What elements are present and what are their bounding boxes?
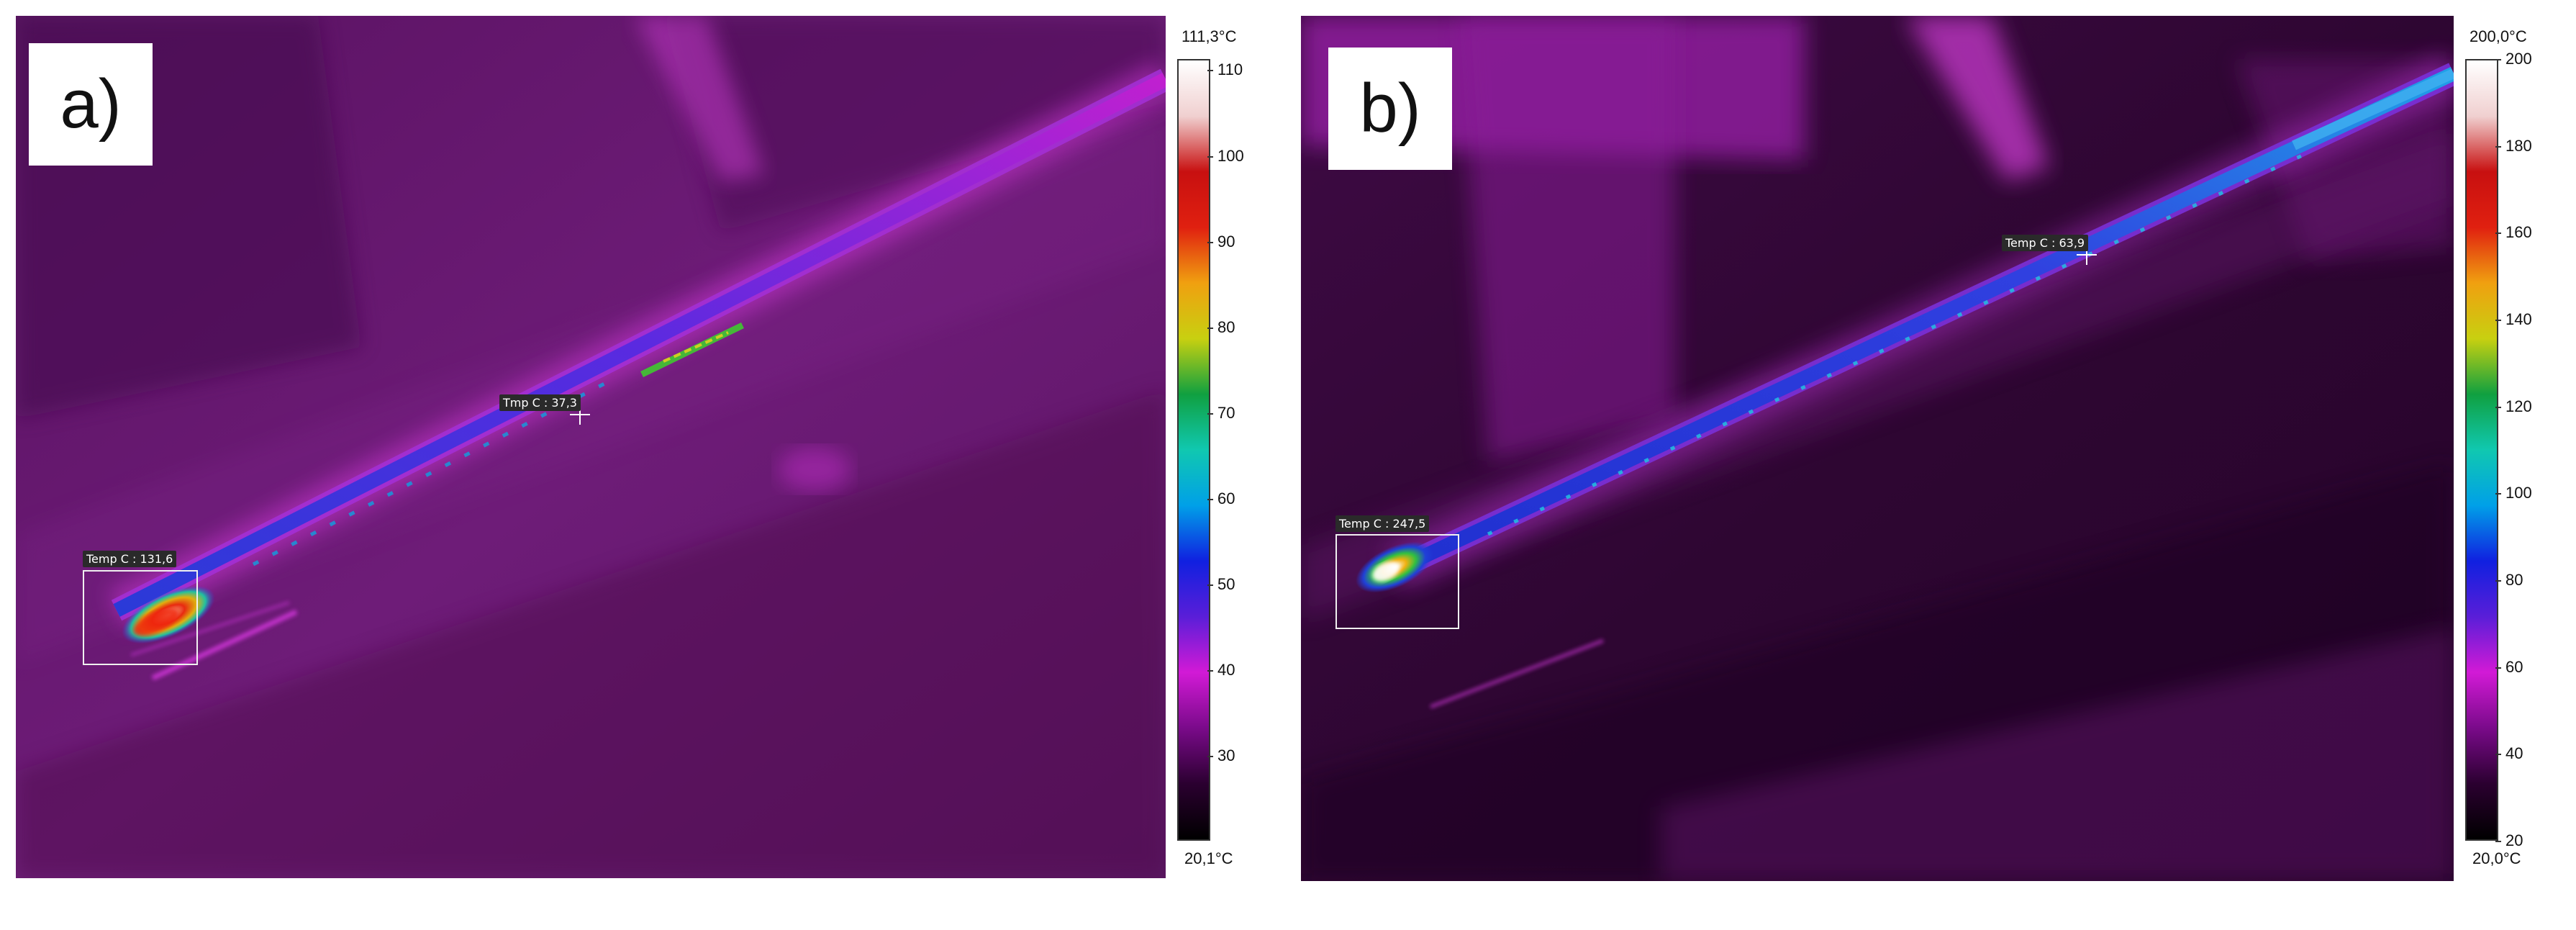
scale-tick-label: 80 xyxy=(1207,317,1235,336)
scale-tick-label: 160 xyxy=(2495,223,2532,242)
scale-tick-label: 140 xyxy=(2495,310,2532,328)
thermal-image-a xyxy=(16,16,1166,878)
roi-temperature-readout: Temp C : 247,5 xyxy=(1335,515,1430,532)
scale-tick-label: 60 xyxy=(2495,657,2523,676)
thermal-scene-b xyxy=(1301,16,2454,881)
scale-tick-label: 80 xyxy=(2495,571,2523,589)
panel-label: a) xyxy=(29,43,153,166)
scale-tick-label: 20 xyxy=(2495,831,2523,849)
scale-tick-label: 30 xyxy=(1207,746,1235,765)
thermal-image-b xyxy=(1301,16,2454,881)
spot-temperature-readout: Temp C : 63,9 xyxy=(2002,235,2089,251)
scale-tick-label: 180 xyxy=(2495,136,2532,155)
scale-tick-label: 100 xyxy=(2495,484,2532,502)
roi-temperature-readout: Temp C : 131,6 xyxy=(83,551,177,567)
scale-max-label: 200,0°C xyxy=(2470,27,2527,45)
scale-min-label: 20,1°C xyxy=(1184,849,1233,867)
roi-box[interactable] xyxy=(1335,534,1459,629)
scale-tick-label: 120 xyxy=(2495,397,2532,415)
scale-tick-label: 70 xyxy=(1207,403,1235,422)
color-scale-bar xyxy=(2465,59,2498,841)
scale-tick-label: 60 xyxy=(1207,489,1235,507)
scale-tick-label: 200 xyxy=(2495,50,2532,68)
scale-max-label: 111,3°C xyxy=(1182,27,1237,45)
spot-crosshair-icon[interactable] xyxy=(2077,245,2097,265)
spot-crosshair-icon[interactable] xyxy=(570,405,590,425)
spot-temperature-readout: Tmp C : 37,3 xyxy=(499,394,581,411)
scale-tick-label: 40 xyxy=(2495,744,2523,763)
color-scale-bar xyxy=(1177,59,1210,841)
scale-tick-label: 90 xyxy=(1207,232,1235,250)
scale-tick-label: 110 xyxy=(1207,60,1243,79)
scale-min-label: 20,0°C xyxy=(2472,849,2521,867)
scale-tick-label: 50 xyxy=(1207,574,1235,593)
thermal-scene-a xyxy=(16,16,1166,878)
roi-box[interactable] xyxy=(83,570,198,665)
scale-tick-label: 100 xyxy=(1207,146,1244,165)
scale-tick-label: 40 xyxy=(1207,661,1235,680)
temperature-scale: 200,0°C 200 180 160 140 120 100 80 60 40 20 20,0°… xyxy=(2461,22,2576,885)
panel-label: b) xyxy=(1328,48,1452,170)
thermal-panel-b: Temp C : 247,5 Temp C : 63,9 b) 200,0°C … xyxy=(1288,0,2576,930)
thermal-panel-a: Temp C : 131,6 Tmp C : 37,3 a) 111,3°C 1… xyxy=(16,16,1288,885)
temperature-scale: 111,3°C 110 100 90 80 70 60 50 40 30 20,1°C xyxy=(1173,22,1288,885)
